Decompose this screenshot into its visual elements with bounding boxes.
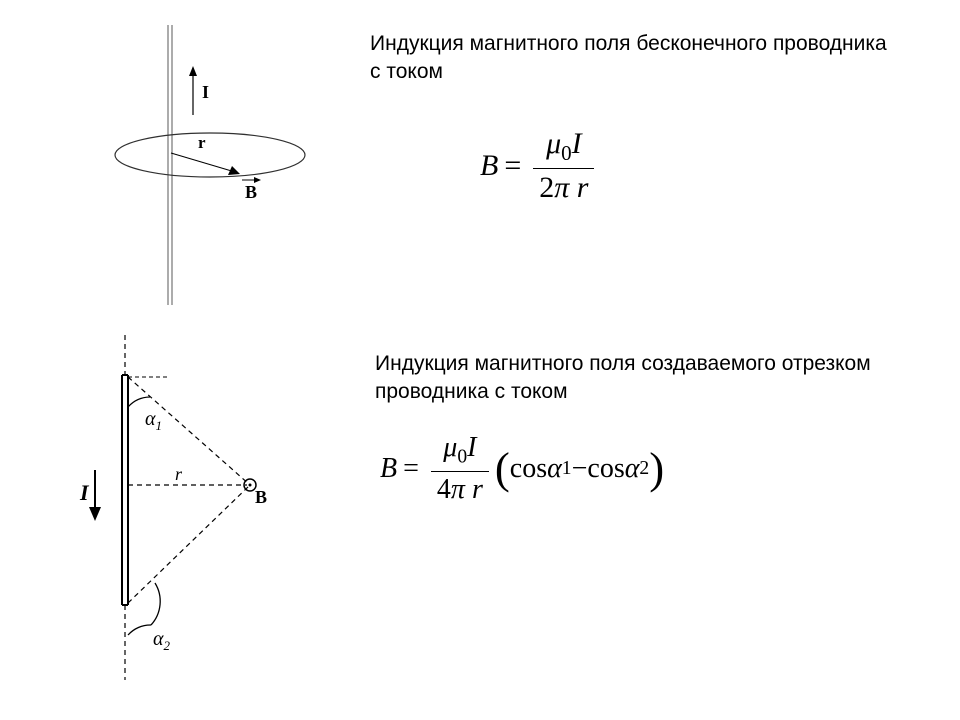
- description-2: Индукция магнитного поля создаваемого от…: [375, 350, 895, 407]
- infinite-wire-svg: I r B: [60, 20, 360, 310]
- f2-I: I: [467, 432, 476, 463]
- f1-fraction: μ0I 2π r: [533, 125, 594, 207]
- f2-sub0: 0: [457, 447, 467, 468]
- f1-2: 2: [539, 171, 554, 204]
- label-I2: I: [79, 480, 90, 505]
- diagram-finite-segment: I B r α1 α2: [75, 335, 305, 680]
- f2-fraction: μ0I 4π r: [431, 430, 489, 508]
- formula-finite-segment: B = μ0I 4π r ( cosα1 − cosα2 ): [380, 430, 664, 508]
- label-r2: r: [175, 464, 183, 484]
- label-I: I: [202, 82, 209, 102]
- label-a1: α: [145, 408, 156, 430]
- f1-mu: μ: [546, 127, 561, 160]
- finite-segment-svg: I B r α1 α2: [75, 335, 305, 680]
- f2-r: r: [465, 474, 483, 505]
- f2-mu: μ: [443, 432, 457, 463]
- f2-cos2: cos: [587, 453, 624, 485]
- f2-minus: −: [572, 453, 588, 485]
- f2-4: 4: [437, 474, 451, 505]
- f2-lparen: (: [495, 446, 510, 491]
- f1-pi: π: [554, 171, 569, 204]
- label-a2: α: [153, 628, 164, 650]
- f1-lhs: B: [480, 149, 498, 183]
- f1-I: I: [572, 127, 582, 160]
- description-1: Индукция магнитного поля бесконечного пр…: [370, 30, 890, 87]
- f2-a1: α: [547, 453, 562, 485]
- f2-a2: α: [625, 453, 640, 485]
- label-B2: B: [255, 487, 267, 507]
- diagram-infinite-wire: I r B: [60, 20, 360, 310]
- f1-r: r: [569, 171, 588, 204]
- label-B: B: [245, 182, 257, 202]
- f2-eq: =: [403, 453, 419, 485]
- label-a2-sub: 2: [164, 638, 171, 653]
- label-r: r: [198, 133, 206, 152]
- f2-cos1: cos: [510, 453, 547, 485]
- f1-sub0: 0: [561, 141, 572, 165]
- label-a1-sub: 1: [156, 418, 163, 433]
- desc2-text: Индукция магнитного поля создаваемого от…: [375, 352, 871, 403]
- f2-a2sub: 2: [639, 458, 649, 480]
- formula-infinite-wire: B = μ0I 2π r: [480, 125, 600, 207]
- f2-lhs: B: [380, 453, 397, 485]
- f1-eq: =: [504, 149, 521, 183]
- f2-rparen: ): [649, 446, 664, 491]
- svg-text:α2: α2: [153, 628, 171, 653]
- svg-text:α1: α1: [145, 408, 162, 433]
- f2-pi: π: [451, 474, 465, 505]
- f2-a1sub: 1: [562, 458, 572, 480]
- desc1-text: Индукция магнитного поля бесконечного пр…: [370, 32, 887, 83]
